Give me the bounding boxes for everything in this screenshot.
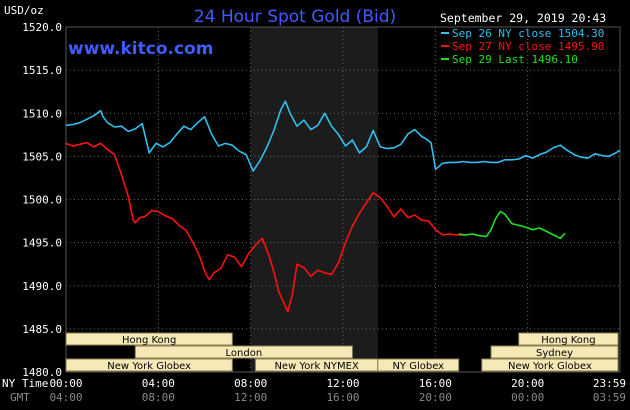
legend-entry: Sep 26 NY close 1504.30 — [452, 27, 604, 40]
series-line-2 — [65, 141, 464, 313]
ny-time-tick-label: 20:00 — [511, 377, 544, 390]
price-series — [65, 100, 621, 313]
grid-lines — [65, 26, 621, 373]
market-bar — [377, 358, 460, 372]
gmt-tick-label: 08:00 — [142, 391, 175, 404]
ny-time-tick-label: 00:00 — [49, 377, 82, 390]
ny-time-tick-label: 04:00 — [142, 377, 175, 390]
market-label: New York Globex — [508, 361, 592, 372]
ny-time-tick-label: 08:00 — [234, 377, 267, 390]
gmt-tick-label: 12:00 — [234, 391, 267, 404]
market-bar — [481, 358, 619, 372]
y-axis-tick-labels: 1520.0 1515.0 1510.0 1505.0 1500.0 1495.0 1490… — [22, 21, 62, 379]
y-tick-label: 1505.0 — [22, 150, 62, 163]
market-label: New York Globex — [107, 361, 191, 372]
ny-time-tick-label: 12:00 — [326, 377, 359, 390]
y-tick-label: 1485.0 — [22, 323, 62, 336]
gmt-tick-label: 00:00 — [511, 391, 544, 404]
gmt-tick-label: 16:00 — [326, 391, 359, 404]
market-bar — [490, 345, 619, 359]
legend-entry: Sep 27 NY close 1495.90 — [452, 40, 604, 53]
market-bar — [134, 345, 353, 359]
y-axis-title: USD/oz — [4, 4, 44, 17]
y-tick-label: 1495.0 — [22, 237, 62, 250]
market-label: NY Globex — [392, 361, 444, 372]
y-tick-label: 1480.0 — [22, 366, 62, 379]
y-tick-label: 1510.0 — [22, 107, 62, 120]
market-bar — [518, 332, 619, 346]
ny-time-tick-label: 23:59 — [593, 377, 626, 390]
ny-time-tick-label: 16:00 — [419, 377, 452, 390]
legend-entry: Sep 29 Last 1496.10 — [452, 53, 578, 66]
gmt-tick-label: 04:00 — [49, 391, 82, 404]
gmt-row-label: GMT — [10, 391, 30, 404]
plot-frame — [65, 26, 621, 373]
market-label: London — [226, 348, 263, 359]
market-label: Sydney — [536, 348, 573, 359]
market-label: Hong Kong — [541, 335, 595, 346]
y-tick-label: 1515.0 — [22, 64, 62, 77]
y-tick-label: 1500.0 — [22, 194, 62, 207]
market-session-bars: Hong Kong Hong Kong London Sydney New York G… — [65, 332, 619, 372]
chart-title: 24 Hour Spot Gold (Bid) — [194, 7, 396, 27]
gmt-tick-label: 20:00 — [419, 391, 452, 404]
market-label: New York NYMEX — [274, 361, 359, 372]
y-tick-label: 1490.0 — [22, 280, 62, 293]
series-line-3 — [458, 210, 566, 240]
ny-time-row-label: NY Time — [2, 377, 48, 390]
y-tick-label: 1520.0 — [22, 21, 62, 34]
timestamp-label: September 29, 2019 20:43 — [440, 11, 606, 25]
market-label: Hong Kong — [122, 335, 176, 346]
market-bar — [65, 358, 233, 372]
x-axis-tick-labels: 00:0004:0004:0008:0008:0012:0012:0016:00… — [49, 377, 626, 404]
gmt-tick-label: 03:59 — [593, 391, 626, 404]
series-line-1 — [65, 100, 621, 172]
website-label: www.kitco.com — [68, 39, 213, 59]
market-bar — [65, 332, 233, 346]
